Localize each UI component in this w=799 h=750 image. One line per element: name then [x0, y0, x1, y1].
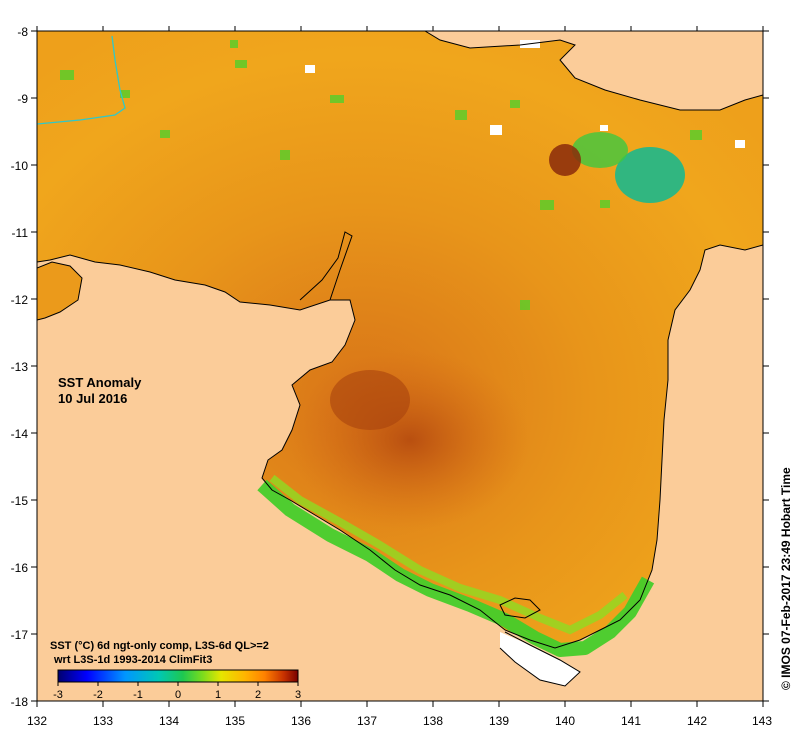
colorbar-tick-label: -2: [93, 689, 103, 701]
credit-text: © IMOS 07-Feb-2017 23:49 Hobart Time: [779, 467, 793, 690]
lon-tick-label: 132: [27, 714, 47, 728]
colorbar-ticks: [57, 682, 299, 686]
colorbar-tick-label: 3: [295, 689, 301, 701]
lat-tick-label: -11: [12, 226, 29, 240]
longitude-labels: 132 133 134 135 136 137 138 139 140 141 …: [27, 714, 772, 728]
colorbar-tick-label: 0: [175, 689, 181, 701]
colorbar-labels: -3 -2 -1 0 1 2 3: [53, 689, 301, 701]
colorbar: [57, 669, 299, 683]
legend-description: SST (°C) 6d ngt-only comp, L3S-6d QL>=2: [50, 640, 269, 652]
cool-patch-north-2: [572, 132, 628, 168]
legend-reference: wrt L3S-1d 1993-2014 ClimFit3: [53, 654, 212, 666]
arafura-sea-region: [37, 31, 763, 648]
lat-tick-label: -13: [11, 360, 29, 374]
axis-ticks: [31, 26, 769, 707]
lon-tick-label: 138: [423, 714, 443, 728]
lat-tick-label: -10: [11, 159, 29, 173]
lat-tick-label: -12: [11, 293, 29, 307]
map-date: 10 Jul 2016: [58, 391, 127, 406]
lat-tick-label: -15: [11, 494, 29, 508]
lat-tick-label: -18: [11, 695, 29, 709]
lat-tick-label: -16: [11, 561, 29, 575]
coastal-cool-band: [257, 479, 655, 657]
colorbar-tick-label: 1: [215, 689, 221, 701]
warm-patch-north: [549, 144, 581, 176]
warm-core: [290, 350, 530, 530]
lon-tick-label: 142: [687, 714, 707, 728]
no-data-area-south: [500, 632, 580, 686]
lon-tick-label: 139: [489, 714, 509, 728]
lat-tick-label: -9: [17, 92, 28, 106]
lat-tick-label: -8: [17, 25, 28, 39]
lon-tick-label: 135: [225, 714, 245, 728]
latitude-labels: -8 -9 -10 -11 -12 -13 -14 -15 -16 -17 -1…: [11, 25, 29, 709]
map-panel: [37, 31, 763, 701]
lat-tick-label: -17: [11, 628, 29, 642]
lon-tick-label: 136: [291, 714, 311, 728]
lon-tick-label: 137: [357, 714, 377, 728]
lat-tick-label: -14: [11, 427, 29, 441]
colorbar-tick-label: 2: [255, 689, 261, 701]
cool-patch-north: [615, 147, 685, 203]
lon-tick-label: 140: [555, 714, 575, 728]
lon-tick-label: 134: [159, 714, 179, 728]
coastlines: [37, 31, 763, 687]
green-specks: [60, 40, 702, 310]
lon-tick-label: 141: [621, 714, 641, 728]
warm-core-2: [330, 370, 410, 430]
boundary-line: [37, 35, 126, 125]
lon-tick-label: 133: [93, 714, 113, 728]
west-sea-patch: [37, 262, 82, 320]
colorbar-tick-label: -1: [133, 689, 143, 701]
lon-tick-label: 143: [752, 714, 772, 728]
coastal-cool-band-inner: [269, 474, 628, 635]
colorbar-tick-label: -3: [53, 689, 63, 701]
map-title: SST Anomaly: [58, 375, 142, 390]
